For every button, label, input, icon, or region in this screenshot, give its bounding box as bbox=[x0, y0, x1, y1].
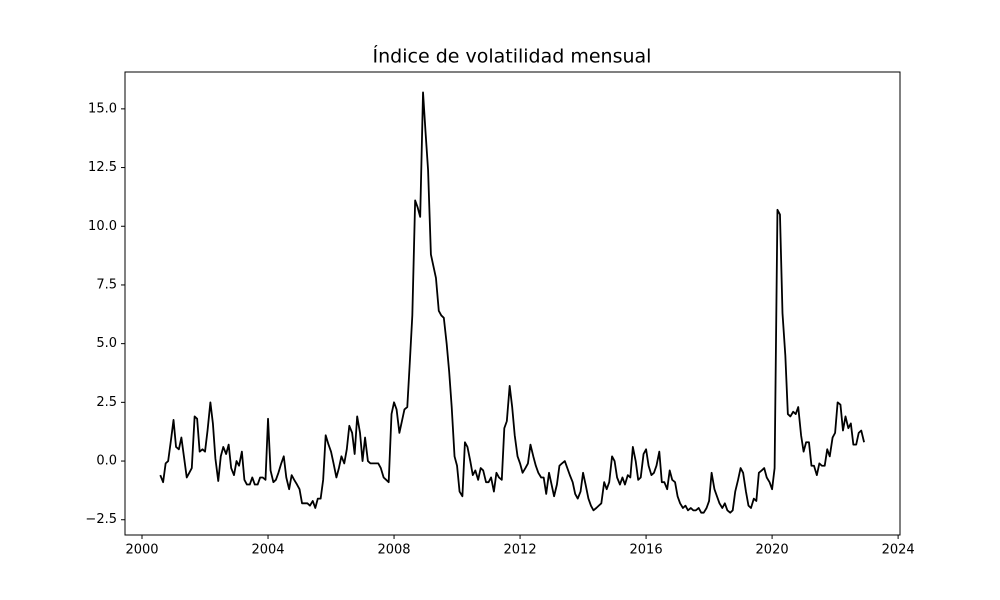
y-tick-label: 0.0 bbox=[96, 454, 117, 469]
x-tick-label: 2008 bbox=[377, 543, 410, 558]
plot-frame bbox=[124, 71, 901, 536]
y-tick-label: 5.0 bbox=[96, 336, 117, 351]
y-tick-label: 7.5 bbox=[96, 277, 117, 292]
x-tick-label: 2020 bbox=[756, 543, 789, 558]
y-tick-label: 12.5 bbox=[88, 160, 117, 175]
x-tick-label: 2024 bbox=[882, 543, 915, 558]
chart-title: Índice de volatilidad mensual bbox=[373, 45, 652, 68]
x-tick-label: 2012 bbox=[504, 543, 537, 558]
line bbox=[159, 91, 865, 514]
y-tick-label: −2.5 bbox=[85, 512, 117, 527]
y-tick-label: 15.0 bbox=[88, 101, 117, 116]
x-tick-label: 2004 bbox=[251, 543, 284, 558]
y-tick-label: 2.5 bbox=[96, 395, 117, 410]
x-tick-label: 2016 bbox=[630, 543, 663, 558]
x-tick-label: 2000 bbox=[125, 543, 158, 558]
y-tick-label: 10.0 bbox=[88, 219, 117, 234]
